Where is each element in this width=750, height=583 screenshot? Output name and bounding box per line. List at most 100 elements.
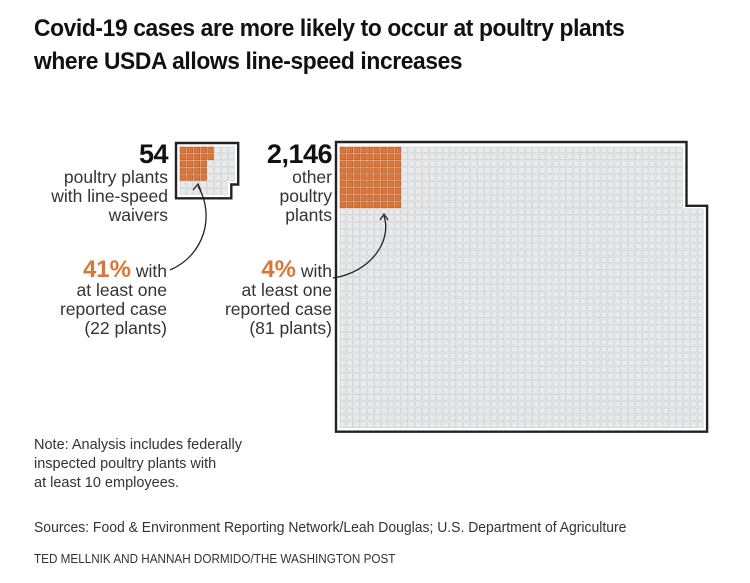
waffle-cell	[552, 215, 560, 222]
waffle-cell	[353, 290, 360, 298]
waffle-cell	[401, 332, 408, 339]
waffle-cell	[387, 359, 395, 367]
waffle-cell-with-case	[353, 194, 360, 202]
waffle-cell	[552, 304, 560, 312]
waffle-cell	[696, 339, 704, 346]
waffle-cell	[607, 236, 615, 243]
waffle-cell	[669, 332, 676, 339]
waffle-cell	[573, 311, 580, 319]
waffle-cell	[401, 394, 408, 401]
waffle-cell	[532, 146, 539, 154]
waffle-cell	[532, 352, 539, 360]
waffle-cell	[600, 345, 608, 353]
waffle-cell	[387, 325, 395, 332]
waffle-cell	[490, 311, 498, 319]
waffle-cell-with-case	[339, 194, 347, 202]
waffle-cell	[641, 352, 649, 360]
waffle-cell	[380, 249, 388, 257]
waffle-cell	[490, 270, 498, 277]
waffle-cell	[346, 400, 354, 408]
waffle-cell	[456, 263, 463, 270]
waffle-cell-with-case	[387, 181, 395, 188]
waffle-cell	[353, 284, 360, 291]
waffle-cell	[690, 366, 697, 374]
waffle-cell	[339, 263, 347, 270]
waffle-cell	[676, 290, 683, 298]
waffle-cell	[214, 146, 221, 154]
waffle-cell	[408, 387, 415, 394]
waffle-cell	[566, 277, 573, 284]
waffle-cell	[655, 332, 663, 339]
waffle-cell	[655, 318, 663, 325]
waffle-cell	[497, 373, 505, 380]
waffle-cell	[628, 387, 635, 394]
waffle-cell	[593, 359, 601, 367]
waffle-cell	[367, 359, 374, 367]
waffle-cell	[552, 181, 560, 188]
waffle-cell	[477, 256, 484, 264]
waffle-cell	[580, 284, 587, 291]
waffle-cell	[463, 277, 470, 284]
waffle-cell	[559, 249, 567, 257]
waffle-cell	[538, 387, 546, 394]
waffle-cell	[429, 318, 436, 325]
waffle-cell	[511, 414, 518, 422]
waffle-cell	[504, 394, 512, 401]
waffle-cell	[662, 242, 670, 250]
waffle-cell	[387, 311, 395, 319]
waffle-cell	[669, 345, 676, 353]
waffle-cell	[559, 290, 567, 298]
waffle-cell	[538, 339, 546, 346]
waffle-cell	[614, 325, 621, 332]
waffle-cell	[635, 414, 642, 422]
waffle-cell	[442, 256, 450, 264]
waffle-cell	[566, 270, 573, 277]
waffle-cell	[394, 345, 402, 353]
waffle-cell	[367, 290, 374, 298]
waffle-cell	[525, 304, 532, 312]
waffle-cell	[545, 407, 553, 415]
waffle-cell	[490, 222, 498, 229]
waffle-cell	[518, 194, 525, 202]
waffle-cell	[683, 256, 690, 264]
waffle-cell	[552, 352, 560, 360]
waffle-cell	[518, 187, 525, 195]
waffle-cell	[600, 290, 608, 298]
waffle-cell	[614, 297, 621, 305]
waffle-cell	[408, 366, 415, 374]
waffle-cell	[463, 359, 470, 367]
waffle-cell	[676, 359, 683, 367]
waffle-cell	[614, 414, 621, 422]
waffle-cell	[648, 194, 656, 202]
waffle-cell-with-case	[179, 153, 187, 161]
waffle-cell	[470, 263, 477, 270]
waffle-cell	[463, 160, 470, 167]
waffle-cell	[566, 311, 573, 319]
waffle-cell	[449, 325, 457, 332]
waffle-cell	[415, 215, 422, 222]
waffle-cell	[641, 174, 649, 181]
waffle-cell	[394, 325, 402, 332]
waffle-cell	[538, 229, 546, 236]
waffle-cell	[449, 208, 457, 216]
waffle-cell	[483, 359, 491, 367]
waffle-cell	[511, 194, 518, 202]
waffle-cell	[676, 414, 683, 422]
waffle-cell	[628, 332, 635, 339]
waffle-cell	[600, 359, 608, 367]
waffle-cell	[525, 325, 532, 332]
waffle-cell	[422, 359, 429, 367]
waffle-cell	[552, 400, 560, 408]
waffle-cell	[600, 339, 608, 346]
waffle-cell	[559, 194, 567, 202]
waffle-cell	[559, 256, 567, 264]
waffle-cell	[525, 421, 532, 428]
waffle-cell	[463, 249, 470, 257]
waffle-cell	[683, 394, 690, 401]
waffle-cell	[463, 325, 470, 332]
waffle-cell	[435, 352, 443, 360]
waffle-cell	[435, 270, 443, 277]
waffle-cell	[683, 414, 690, 422]
waffle-cell	[669, 153, 676, 161]
waffle-cell	[628, 284, 635, 291]
